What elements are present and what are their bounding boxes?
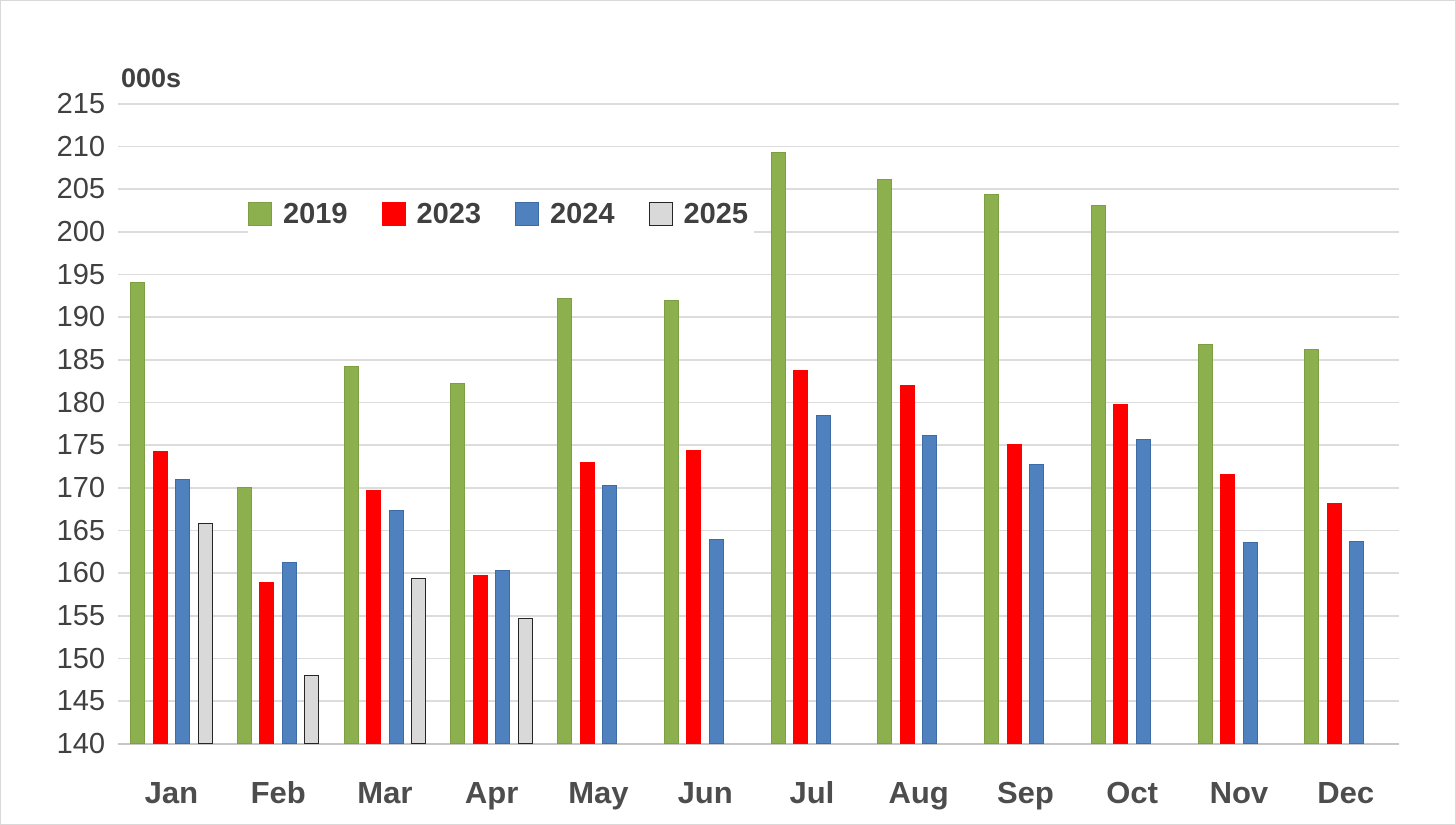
legend-item-2024: 2024 bbox=[515, 198, 615, 231]
bar-2023-nov bbox=[1220, 474, 1236, 744]
bar-2024-aug bbox=[922, 435, 938, 744]
gridline bbox=[118, 487, 1399, 489]
bar-2024-may bbox=[602, 484, 618, 744]
gridline bbox=[118, 273, 1399, 276]
bar-2023-dec bbox=[1326, 502, 1342, 744]
bar-2024-apr bbox=[495, 569, 511, 744]
bar-2023-mar bbox=[366, 489, 382, 744]
x-axis-label-apr: Apr bbox=[464, 775, 519, 810]
legend-label-2024: 2024 bbox=[550, 197, 615, 230]
gridline bbox=[118, 700, 1399, 702]
y-axis-tick-label: 195 bbox=[56, 258, 105, 291]
x-axis-label-feb: Feb bbox=[250, 775, 306, 810]
gridline bbox=[118, 103, 1399, 105]
x-axis-label-oct: Oct bbox=[1106, 775, 1158, 810]
bar-2019-dec bbox=[1304, 348, 1320, 744]
y-axis-tick-label: 175 bbox=[56, 429, 105, 462]
legend-swatch-2019-icon bbox=[248, 202, 272, 226]
gridline bbox=[118, 615, 1399, 617]
y-axis-tick-label: 150 bbox=[56, 642, 105, 675]
legend: 2019 2023 2024 2025 bbox=[248, 195, 755, 233]
bar-2024-nov bbox=[1242, 541, 1258, 744]
legend-label-2025: 2025 bbox=[683, 197, 749, 230]
legend-item-2025: 2025 bbox=[648, 197, 749, 231]
bar-2023-jul bbox=[793, 370, 809, 744]
x-axis-label-jun: Jun bbox=[677, 775, 733, 810]
y-axis-tick-label: 205 bbox=[56, 173, 105, 206]
bar-2024-jan bbox=[175, 478, 191, 744]
bar-2019-aug bbox=[877, 179, 893, 744]
legend-swatch-2025-icon bbox=[648, 202, 673, 226]
bar-2023-feb bbox=[259, 581, 275, 744]
gridline bbox=[118, 231, 1399, 233]
y-axis-tick-label: 160 bbox=[56, 557, 105, 590]
y-axis-tick-label: 180 bbox=[56, 386, 105, 419]
x-axis-label-sep: Sep bbox=[996, 775, 1054, 810]
bar-2019-apr bbox=[450, 383, 466, 744]
bar-2024-dec bbox=[1349, 540, 1365, 744]
bar-2023-oct bbox=[1113, 403, 1129, 744]
bar-2025-mar bbox=[411, 577, 427, 744]
gridline bbox=[118, 444, 1399, 446]
bar-2024-oct bbox=[1135, 439, 1151, 744]
bar-2025-jan bbox=[197, 522, 213, 744]
legend-label-2023: 2023 bbox=[416, 197, 482, 230]
legend-item-2019: 2019 bbox=[248, 198, 348, 231]
gridline bbox=[118, 145, 1399, 148]
bar-2019-feb bbox=[236, 487, 252, 744]
bar-2019-sep bbox=[984, 193, 1000, 744]
x-axis-label-jan: Jan bbox=[144, 775, 199, 810]
bar-2023-apr bbox=[472, 575, 488, 744]
bar-2019-mar bbox=[343, 365, 359, 744]
bar-2024-sep bbox=[1029, 464, 1045, 744]
x-axis-label-mar: Mar bbox=[357, 775, 413, 810]
bar-2023-jun bbox=[686, 450, 702, 744]
legend-swatch-2024-icon bbox=[515, 202, 540, 226]
bar-2019-jan bbox=[130, 282, 146, 744]
x-axis-label-dec: Dec bbox=[1317, 775, 1375, 810]
bar-2023-sep bbox=[1006, 443, 1022, 744]
bar-2019-nov bbox=[1197, 343, 1213, 744]
legend-swatch-2023-icon bbox=[381, 202, 406, 226]
y-axis-tick-label: 145 bbox=[56, 685, 105, 718]
gridline bbox=[118, 657, 1399, 660]
y-axis-tick-label: 170 bbox=[56, 472, 105, 504]
bar-2023-may bbox=[579, 462, 595, 744]
bar-2019-jul bbox=[770, 151, 786, 744]
gridline bbox=[118, 316, 1399, 318]
x-axis-label-may: May bbox=[568, 775, 629, 810]
x-axis-label-aug: Aug bbox=[888, 775, 949, 810]
gridline bbox=[118, 572, 1399, 574]
y-axis-tick-label: 155 bbox=[56, 600, 105, 632]
bar-2024-jun bbox=[708, 539, 724, 744]
y-axis-tick-label: 140 bbox=[56, 728, 105, 760]
bar-2024-mar bbox=[388, 510, 404, 744]
bar-2025-apr bbox=[517, 617, 533, 744]
y-axis-tick-label: 165 bbox=[56, 514, 105, 547]
legend-label-2019: 2019 bbox=[283, 197, 348, 230]
x-axis-label-nov: Nov bbox=[1209, 775, 1269, 810]
bar-2023-aug bbox=[899, 384, 915, 744]
gridline bbox=[118, 529, 1399, 532]
y-axis-tick-label: 215 bbox=[56, 88, 105, 120]
bar-2024-jul bbox=[815, 414, 831, 744]
y-axis-unit-label: 000s bbox=[121, 63, 182, 93]
y-axis-tick-label: 185 bbox=[56, 344, 105, 376]
bar-2025-feb bbox=[304, 674, 320, 744]
bar-2019-may bbox=[557, 297, 573, 744]
x-axis-line bbox=[118, 743, 1399, 745]
gridline bbox=[118, 188, 1399, 190]
y-axis-tick-label: 210 bbox=[56, 130, 105, 163]
y-axis-tick-label: 200 bbox=[56, 216, 105, 248]
gridline bbox=[118, 359, 1399, 361]
y-axis-tick-label: 190 bbox=[56, 301, 105, 334]
bar-2019-oct bbox=[1090, 204, 1106, 744]
bar-2024-feb bbox=[281, 562, 297, 744]
bar-2019-jun bbox=[663, 300, 679, 744]
legend-item-2023: 2023 bbox=[381, 197, 482, 231]
gridline bbox=[118, 401, 1399, 404]
x-axis-label-jul: Jul bbox=[789, 775, 835, 810]
bar-2023-jan bbox=[152, 451, 168, 744]
